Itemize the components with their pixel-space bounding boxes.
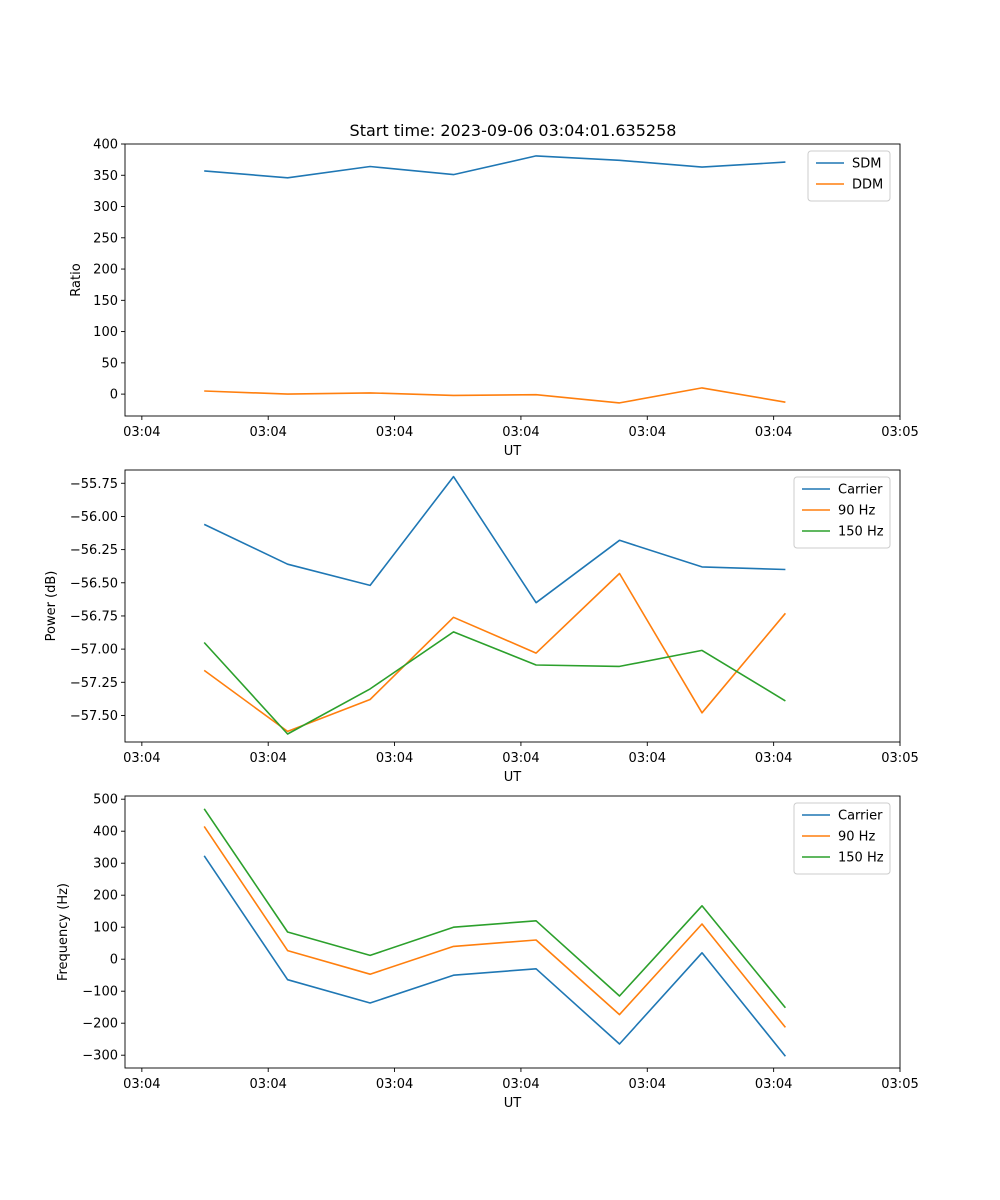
axes-frame — [124, 143, 901, 417]
y-tick-label: 400 — [93, 138, 118, 153]
y-tick-label: −56.00 — [70, 510, 118, 525]
x-tick-label: 03:04 — [123, 1077, 160, 1092]
x-axis-label: UT — [504, 444, 522, 459]
series-line-carrier — [203, 475, 786, 604]
legend: Carrier 90 Hz 150 Hz — [793, 476, 891, 549]
chart-3: −300 −200 −100 0 100 200 300 400 500 03:04 03:04 03… — [56, 793, 919, 1111]
axes-frame — [124, 795, 901, 1069]
y-tick-label: 350 — [93, 169, 118, 184]
y-axis-label: Ratio — [69, 263, 84, 296]
y-tick-label: −100 — [82, 985, 118, 1000]
axes-frame — [124, 469, 901, 743]
y-tick-label: 250 — [93, 231, 118, 246]
y-tick-label: −300 — [82, 1049, 118, 1064]
x-axis-label: UT — [504, 1096, 522, 1111]
y-tick-label: 200 — [93, 889, 118, 904]
y-tick-label: 300 — [93, 857, 118, 872]
y-tick-label: −200 — [82, 1017, 118, 1032]
y-tick-label: 50 — [101, 356, 118, 371]
figure-title: Start time: 2023-09-06 03:04:01.635258 — [350, 121, 677, 140]
x-tick-label: 03:04 — [629, 751, 666, 766]
x-tick-label: 03:04 — [755, 751, 792, 766]
y-tick-label: 0 — [110, 953, 118, 968]
y-tick-label: −56.25 — [70, 543, 118, 558]
legend-label: 90 Hz — [838, 504, 875, 519]
legend-label: 150 Hz — [838, 851, 884, 866]
series-line-150-hz — [203, 808, 787, 1009]
y-tick-label: −57.00 — [70, 643, 118, 658]
y-tick-label: 400 — [93, 825, 118, 840]
y-tick-label: −56.50 — [70, 576, 118, 591]
chart-1: 0 50 100 150 200 250 300 350 400 03:04 03:04 03:04 0… — [69, 138, 919, 460]
legend-label: 90 Hz — [838, 830, 875, 845]
legend-label: DDM — [852, 178, 883, 193]
chart-2: −57.50 −57.25 −57.00 −56.75 −56.50 −56.25 −56.… — [44, 469, 919, 785]
legend-label: Carrier — [838, 809, 883, 824]
x-tick-label: 03:04 — [249, 425, 286, 440]
y-tick-label: 100 — [93, 325, 118, 340]
series-line-ddm — [204, 387, 786, 404]
x-tick-label: 03:04 — [123, 751, 160, 766]
y-tick-label: 150 — [93, 294, 118, 309]
x-tick-label: 03:04 — [123, 425, 160, 440]
series-line-carrier — [203, 855, 787, 1057]
x-tick-label: 03:04 — [502, 751, 539, 766]
y-tick-label: 200 — [93, 263, 118, 278]
series-line-90-hz — [203, 825, 787, 1028]
plots: 0 50 100 150 200 250 300 350 400 03:04 03:04 03:04 0… — [44, 138, 919, 1112]
y-axis-label: Power (dB) — [44, 571, 59, 642]
x-tick-label: 03:05 — [881, 1077, 918, 1092]
x-tick-label: 03:04 — [629, 425, 666, 440]
y-tick-label: 300 — [93, 200, 118, 215]
x-tick-label: 03:04 — [376, 1077, 413, 1092]
x-tick-label: 03:04 — [249, 1077, 286, 1092]
y-tick-label: −57.50 — [70, 709, 118, 724]
x-tick-label: 03:05 — [881, 425, 918, 440]
legend: Carrier 90 Hz 150 Hz — [793, 802, 891, 875]
x-tick-label: 03:04 — [376, 751, 413, 766]
y-tick-label: 0 — [110, 388, 118, 403]
y-tick-label: −55.75 — [70, 477, 118, 492]
y-tick-label: 500 — [93, 793, 118, 808]
legend-label: 150 Hz — [838, 525, 884, 540]
x-tick-label: 03:04 — [249, 751, 286, 766]
x-tick-label: 03:04 — [502, 1077, 539, 1092]
x-tick-label: 03:04 — [502, 425, 539, 440]
x-tick-label: 03:04 — [755, 425, 792, 440]
x-tick-label: 03:04 — [629, 1077, 666, 1092]
x-axis-label: UT — [504, 770, 522, 785]
legend-label: SDM — [852, 157, 881, 172]
series-line-sdm — [204, 155, 786, 179]
x-tick-label: 03:04 — [376, 425, 413, 440]
x-tick-label: 03:05 — [881, 751, 918, 766]
x-tick-label: 03:04 — [755, 1077, 792, 1092]
series-line-150-hz — [203, 631, 786, 735]
legend-label: Carrier — [838, 483, 883, 498]
y-tick-label: −57.25 — [70, 676, 118, 691]
y-tick-label: −56.75 — [70, 609, 118, 624]
y-axis-label: Frequency (Hz) — [56, 883, 71, 981]
legend: SDM DDM — [807, 150, 891, 202]
y-tick-label: 100 — [93, 921, 118, 936]
